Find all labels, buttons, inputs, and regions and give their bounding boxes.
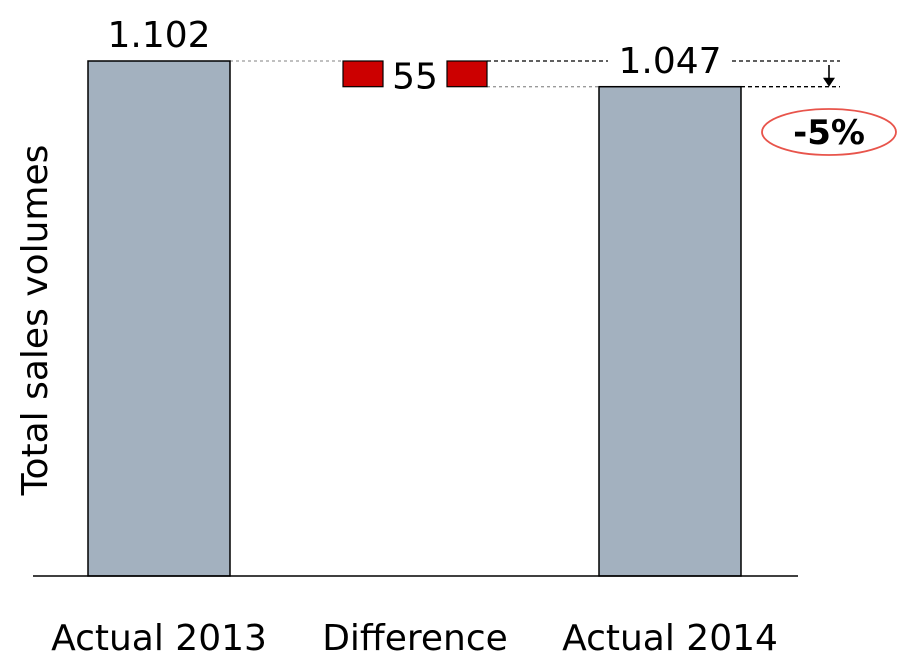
category-labels-group: Actual 2013 Difference Actual 2014 xyxy=(51,618,778,656)
data-label-difference: 55 xyxy=(392,57,438,98)
data-labels-group: 1.102 55 1.047 xyxy=(107,15,732,98)
connector-lines xyxy=(230,60,840,88)
percent-ellipse xyxy=(761,108,897,156)
category-label-actual-2014: Actual 2014 xyxy=(562,618,778,656)
y-axis-label: Total sales volumes xyxy=(15,145,56,497)
percent-change-label: -5% xyxy=(793,113,865,153)
bar-actual-2014 xyxy=(598,85,742,577)
bar-actual-2013 xyxy=(87,60,231,577)
change-annotation: -5% xyxy=(761,65,897,156)
category-label-difference: Difference xyxy=(322,618,508,656)
category-label-actual-2013: Actual 2013 xyxy=(51,618,267,656)
data-label-actual-2013: 1.102 xyxy=(107,15,210,56)
down-arrow-head xyxy=(823,77,835,87)
bars-group xyxy=(87,60,742,577)
data-label-actual-2014: 1.047 xyxy=(618,41,721,82)
bar-difference-left xyxy=(342,60,384,88)
bar-difference-right xyxy=(446,60,488,88)
data-label-backing xyxy=(608,39,732,81)
